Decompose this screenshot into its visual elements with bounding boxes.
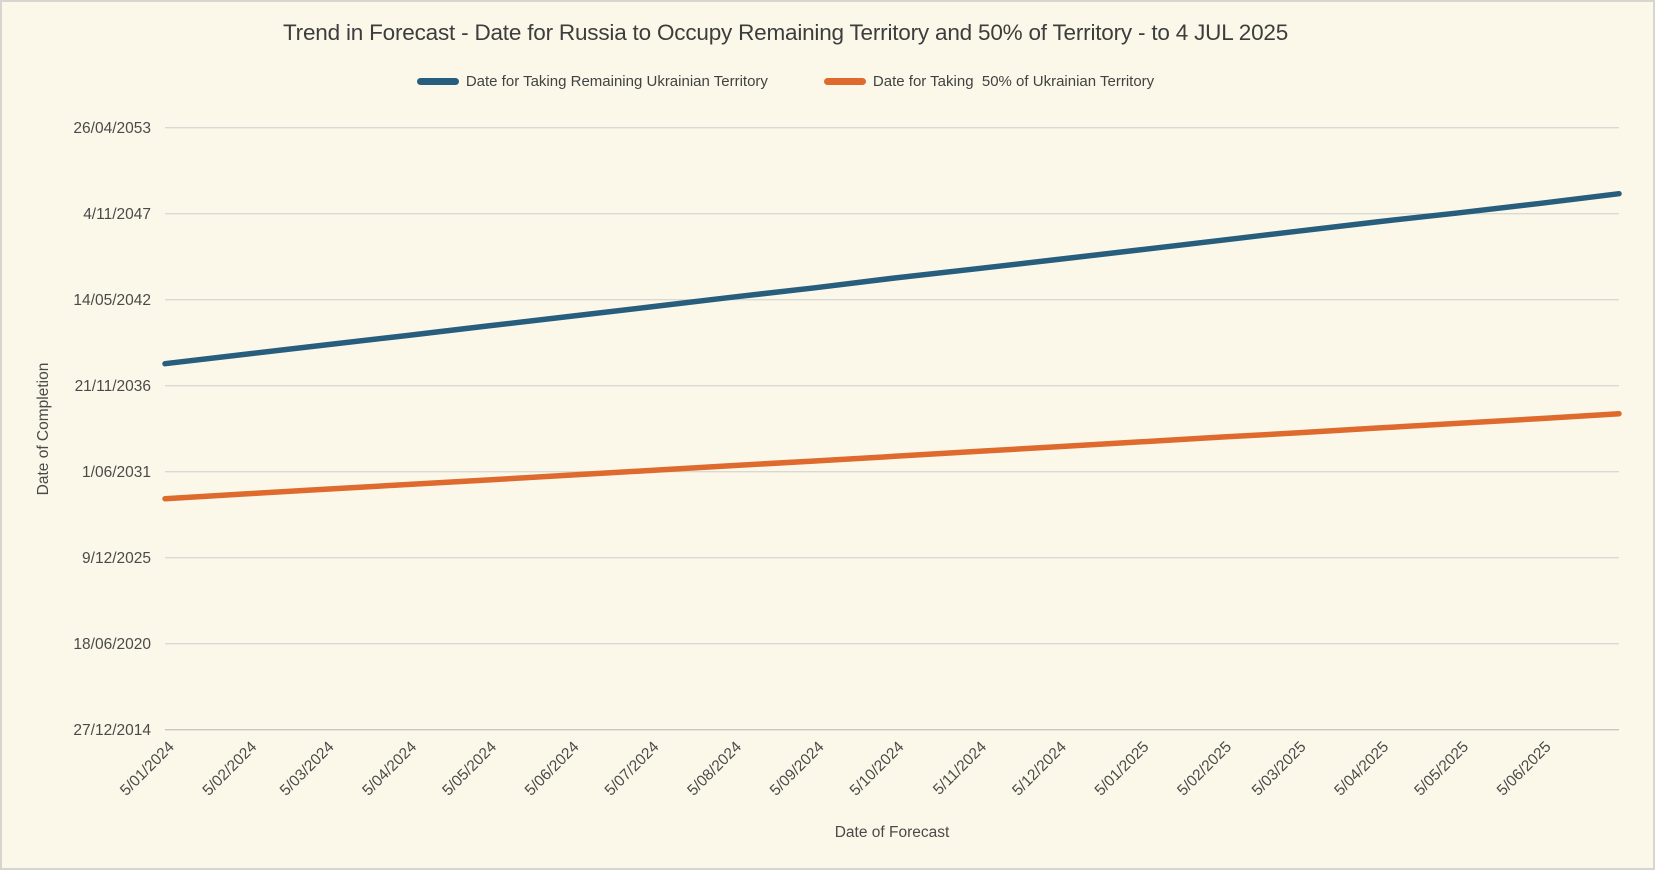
y-tick-label: 1/06/2031	[82, 464, 151, 481]
y-tick-label: 18/06/2020	[73, 636, 151, 653]
y-tick-label: 14/05/2042	[73, 292, 151, 309]
y-tick-label: 9/12/2025	[82, 550, 151, 567]
y-tick-label: 26/04/2053	[73, 120, 151, 137]
y-axis-title: Date of Completion	[35, 362, 52, 496]
x-tick-label: 5/04/2025	[1331, 739, 1392, 800]
x-tick-label: 5/08/2024	[684, 738, 745, 799]
series-line-remaining-territory	[162, 190, 1622, 367]
legend-item-remaining-territory: Date for Taking Remaining Ukrainian Terr…	[416, 73, 768, 90]
chart-title: Trend in Forecast - Date for Russia to O…	[282, 20, 1289, 45]
x-axis-title: Date of Forecast	[834, 824, 950, 841]
chart-legend: Date for Taking Remaining Ukrainian Terr…	[2, 73, 1569, 90]
x-tick-label: 5/03/2025	[1249, 739, 1310, 800]
x-tick-label: 5/02/2024	[200, 738, 261, 799]
x-tick-label: 5/09/2024	[767, 738, 828, 799]
y-tick-label: 21/11/2036	[75, 378, 151, 395]
x-tick-label: 5/11/2024	[930, 738, 990, 798]
x-tick-label: 5/05/2024	[439, 738, 500, 799]
x-tick-label: 5/12/2024	[1009, 738, 1070, 799]
legend-item-50-percent: Date for Taking 50% of Ukrainian Territo…	[823, 73, 1155, 90]
legend-swatch-50-percent	[823, 78, 866, 85]
x-tick-label: 5/01/2025	[1092, 739, 1153, 800]
legend-label-50-percent: Date for Taking 50% of Ukrainian Territo…	[872, 73, 1155, 90]
x-tick-label: 5/04/2024	[359, 738, 420, 799]
x-tick-label: 5/06/2025	[1494, 739, 1555, 800]
x-tick-label: 5/10/2024	[847, 738, 908, 799]
x-tick-label: 5/07/2024	[602, 738, 663, 799]
series-line-50-percent	[162, 410, 1622, 502]
x-tick-label: 5/03/2024	[277, 738, 338, 799]
x-tick-label: 5/01/2024	[117, 738, 178, 799]
legend-swatch-remaining-territory	[416, 78, 459, 85]
y-tick-label: 27/12/2014	[73, 722, 151, 739]
x-tick-label: 5/06/2024	[522, 738, 583, 799]
x-tick-label: 5/05/2025	[1411, 739, 1472, 800]
x-tick-label: 5/02/2025	[1174, 739, 1235, 800]
y-tick-label: 4/11/2047	[83, 206, 151, 223]
legend-label-remaining-territory: Date for Taking Remaining Ukrainian Terr…	[465, 73, 768, 90]
